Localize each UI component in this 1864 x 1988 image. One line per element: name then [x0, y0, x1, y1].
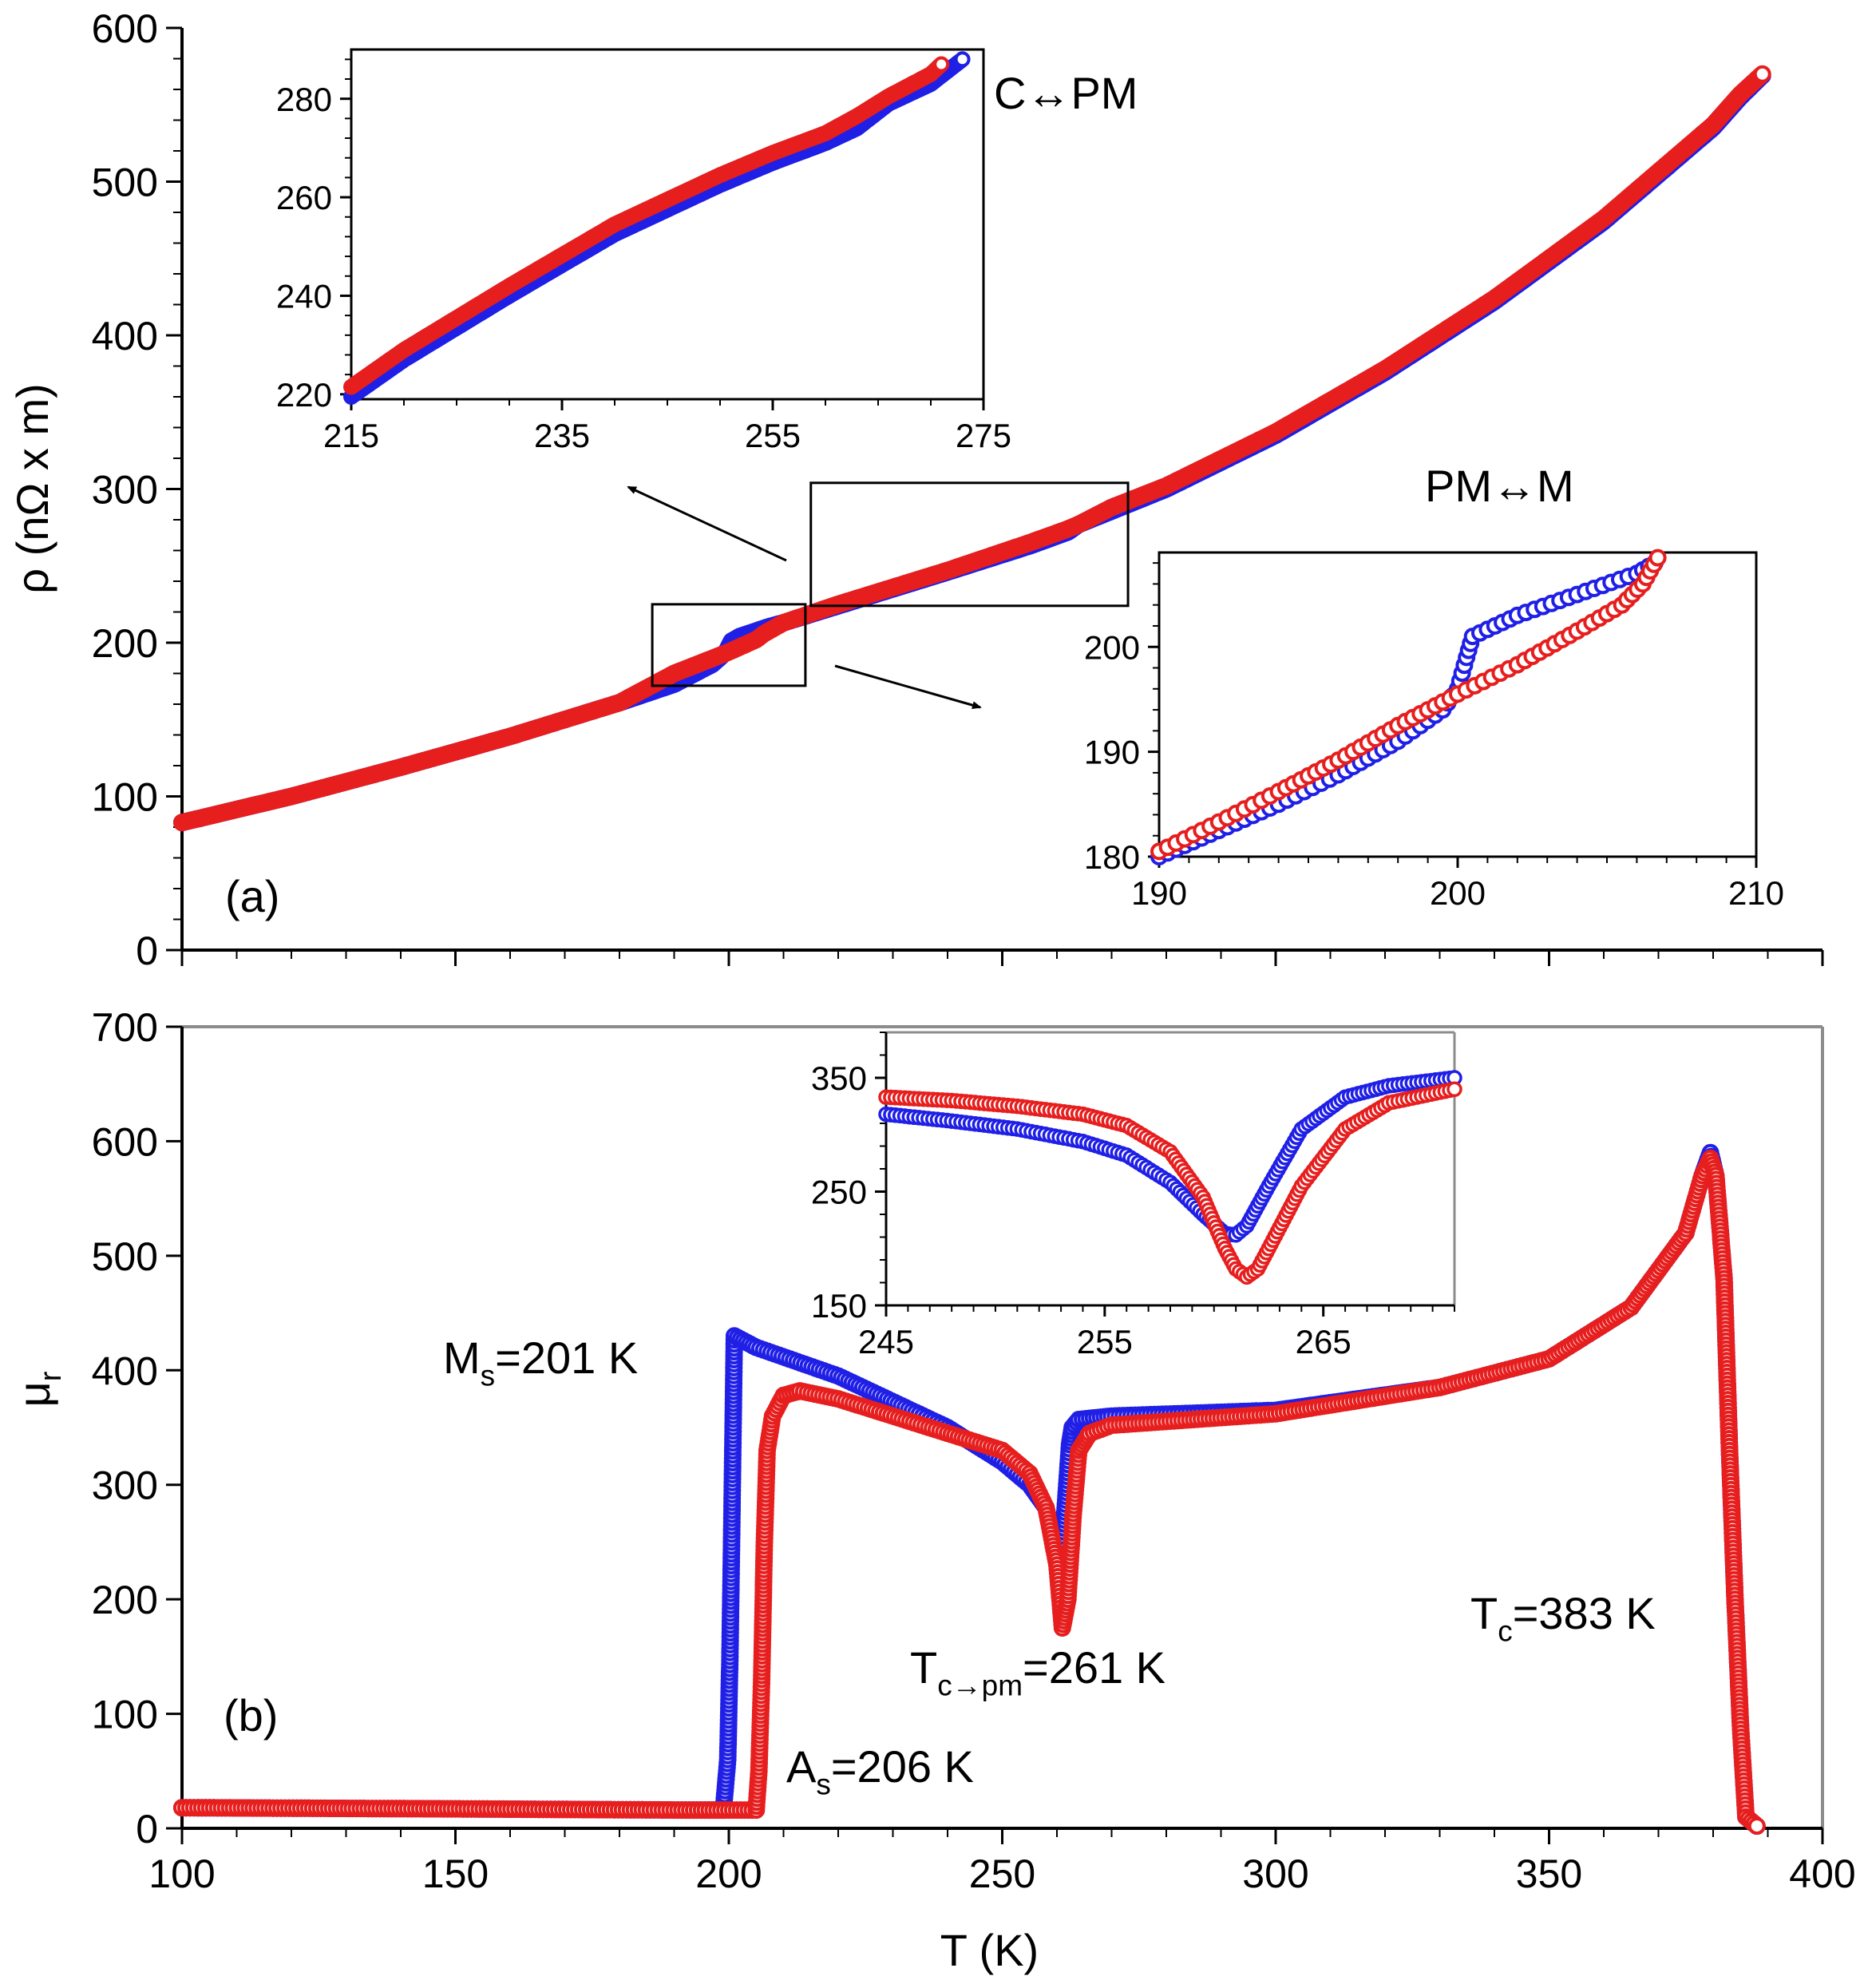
annotation-tc-pm: Tc→pm=261 K — [910, 1642, 1165, 1702]
panel-a-inset-1-xtick-label: 215 — [323, 417, 379, 454]
panel-b-inset-xtick-label: 255 — [1077, 1323, 1133, 1360]
panel-b-inset-ytick-label: 150 — [811, 1287, 867, 1325]
panel-a-ytick-label: 400 — [92, 314, 158, 358]
panel-a-ylabel: ρ (nΩ x m) — [7, 383, 57, 593]
panel-b-ylabel-sub: r — [34, 1371, 68, 1381]
panel-b-ytick-label: 500 — [92, 1234, 158, 1279]
panel-a-inset-2-heating-point — [1648, 548, 1667, 567]
panel-b-label: (b) — [224, 1690, 278, 1740]
panel-a-inset-2-xtick-label: 190 — [1131, 874, 1187, 912]
panel-b-ytick-label: 100 — [92, 1693, 158, 1737]
annotation-ms: Ms=201 K — [443, 1333, 638, 1392]
panel-a-inset-2-xtick-label: 200 — [1430, 874, 1486, 912]
annotation-as-rest: =206 K — [831, 1741, 974, 1792]
panel-b-inset-heating-point — [1446, 1081, 1462, 1098]
panel-a-inset-2-ytick-label: 200 — [1084, 628, 1140, 666]
panel-b-xtick-label: 200 — [695, 1851, 762, 1896]
panel-a-inset-1-ytick-label: 240 — [276, 278, 332, 315]
panel-a-series-heating — [173, 65, 1771, 832]
annotation-tc-main: T — [1470, 1588, 1498, 1638]
panel-a-inset-1: 220 240 260 280 215 235 255 275 C↔PM — [276, 48, 1138, 454]
panel-a-ytick-label: 300 — [92, 468, 158, 513]
panel-b-ytick-label: 200 — [92, 1578, 158, 1622]
panel-a-inset-2-ytick-label: 190 — [1084, 734, 1140, 771]
panel-a-inset-1-ytick-label: 280 — [276, 81, 332, 118]
panel-a-label: (a) — [225, 871, 279, 921]
annotation-as-main: A — [786, 1741, 817, 1792]
annotation-ms-rest: =201 K — [495, 1333, 638, 1383]
panel-a-inset-1-xtick-label: 235 — [534, 417, 590, 454]
panel-a-ytick-label: 100 — [92, 775, 158, 820]
panel-a-inset-1-xtick-label: 255 — [745, 417, 801, 454]
panel-b-xtick-label: 100 — [148, 1851, 215, 1896]
panel-b-ytick-label: 600 — [92, 1119, 158, 1164]
panel-a-zoom-box-1 — [809, 481, 1130, 608]
panel-a-inset-2-xtick-label: 210 — [1728, 874, 1784, 912]
panel-b-ytick-label: 0 — [136, 1807, 158, 1851]
panel-b-ylabel-main: μ — [9, 1381, 59, 1407]
annotation-ms-sub: s — [481, 1360, 495, 1392]
annotation-tc-rest: =383 K — [1513, 1588, 1656, 1638]
panel-a-zoom-box-2 — [651, 603, 807, 687]
panel-b-xtick-label: 250 — [969, 1851, 1035, 1896]
panel-b-inset: 150 250 350 245 255 265 — [811, 1031, 1462, 1360]
panel-a-ytick-label: 0 — [136, 929, 158, 973]
panel-b-inset-bg — [886, 1032, 1454, 1305]
annotation-as-sub: s — [816, 1768, 830, 1801]
annotation-tc: Tc=383 K — [1470, 1588, 1656, 1648]
panel-b-xlabel: T (K) — [940, 1925, 1039, 1975]
panel-b-inset-xtick-label: 245 — [858, 1323, 914, 1360]
panel-b-xtick-label: 300 — [1242, 1851, 1308, 1896]
panel-a-inset-2-series-heating — [1150, 548, 1667, 861]
panel-a-inset-1-title: C↔PM — [994, 68, 1138, 118]
panel-a: 0 100 200 300 400 500 600 ρ (nΩ x m) (a) 220 240 26… — [7, 6, 1824, 973]
panel-b-xtick-label: 350 — [1516, 1851, 1582, 1896]
panel-b-ytick-label: 300 — [92, 1463, 158, 1508]
panel-a-arrow-to-inset-2 — [834, 664, 982, 710]
panel-a-inset-1-ytick-label: 260 — [276, 179, 332, 216]
panel-b-inset-ytick-label: 350 — [811, 1059, 867, 1097]
annotation-tc-pm-rest: =261 K — [1023, 1642, 1165, 1693]
panel-a-arrow-to-inset-1 — [627, 485, 787, 562]
annotation-as: As=206 K — [786, 1741, 974, 1801]
panel-a-ytick-label: 600 — [92, 6, 158, 51]
panel-b-ylabel: μr — [9, 1371, 68, 1407]
panel-a-heating-point — [1753, 65, 1771, 83]
annotation-tc-pm-main: T — [910, 1642, 937, 1693]
panel-b-xtick-label: 400 — [1789, 1851, 1855, 1896]
panel-a-inset-1-ytick-label: 220 — [276, 376, 332, 414]
panel-b-ytick-label: 400 — [92, 1348, 158, 1393]
annotation-tc-pm-sub: c→pm — [937, 1669, 1023, 1702]
panel-a-ytick-label: 500 — [92, 160, 158, 205]
panel-b-xtick-label: 150 — [422, 1851, 489, 1896]
panel-b-ytick-label: 700 — [92, 1005, 158, 1050]
annotation-tc-sub: c — [1498, 1615, 1512, 1648]
panel-b-heating-point — [1747, 1817, 1766, 1836]
panel-a-inset-1-xtick-label: 275 — [956, 417, 1011, 454]
panel-b-inset-ytick-label: 250 — [811, 1174, 867, 1211]
panel-a-inset-1-cooling-point — [954, 51, 971, 68]
panel-a-ytick-label: 200 — [92, 621, 158, 666]
annotation-ms-main: M — [443, 1333, 481, 1383]
panel-b-inset-xtick-label: 265 — [1296, 1323, 1351, 1360]
panel-a-inset-2-title: PM↔M — [1425, 461, 1574, 511]
panel-a-inset-1-series-heating — [343, 56, 950, 395]
panel-a-inset-2-ytick-label: 180 — [1084, 838, 1140, 876]
panel-a-inset-1-heating-point — [933, 56, 950, 73]
